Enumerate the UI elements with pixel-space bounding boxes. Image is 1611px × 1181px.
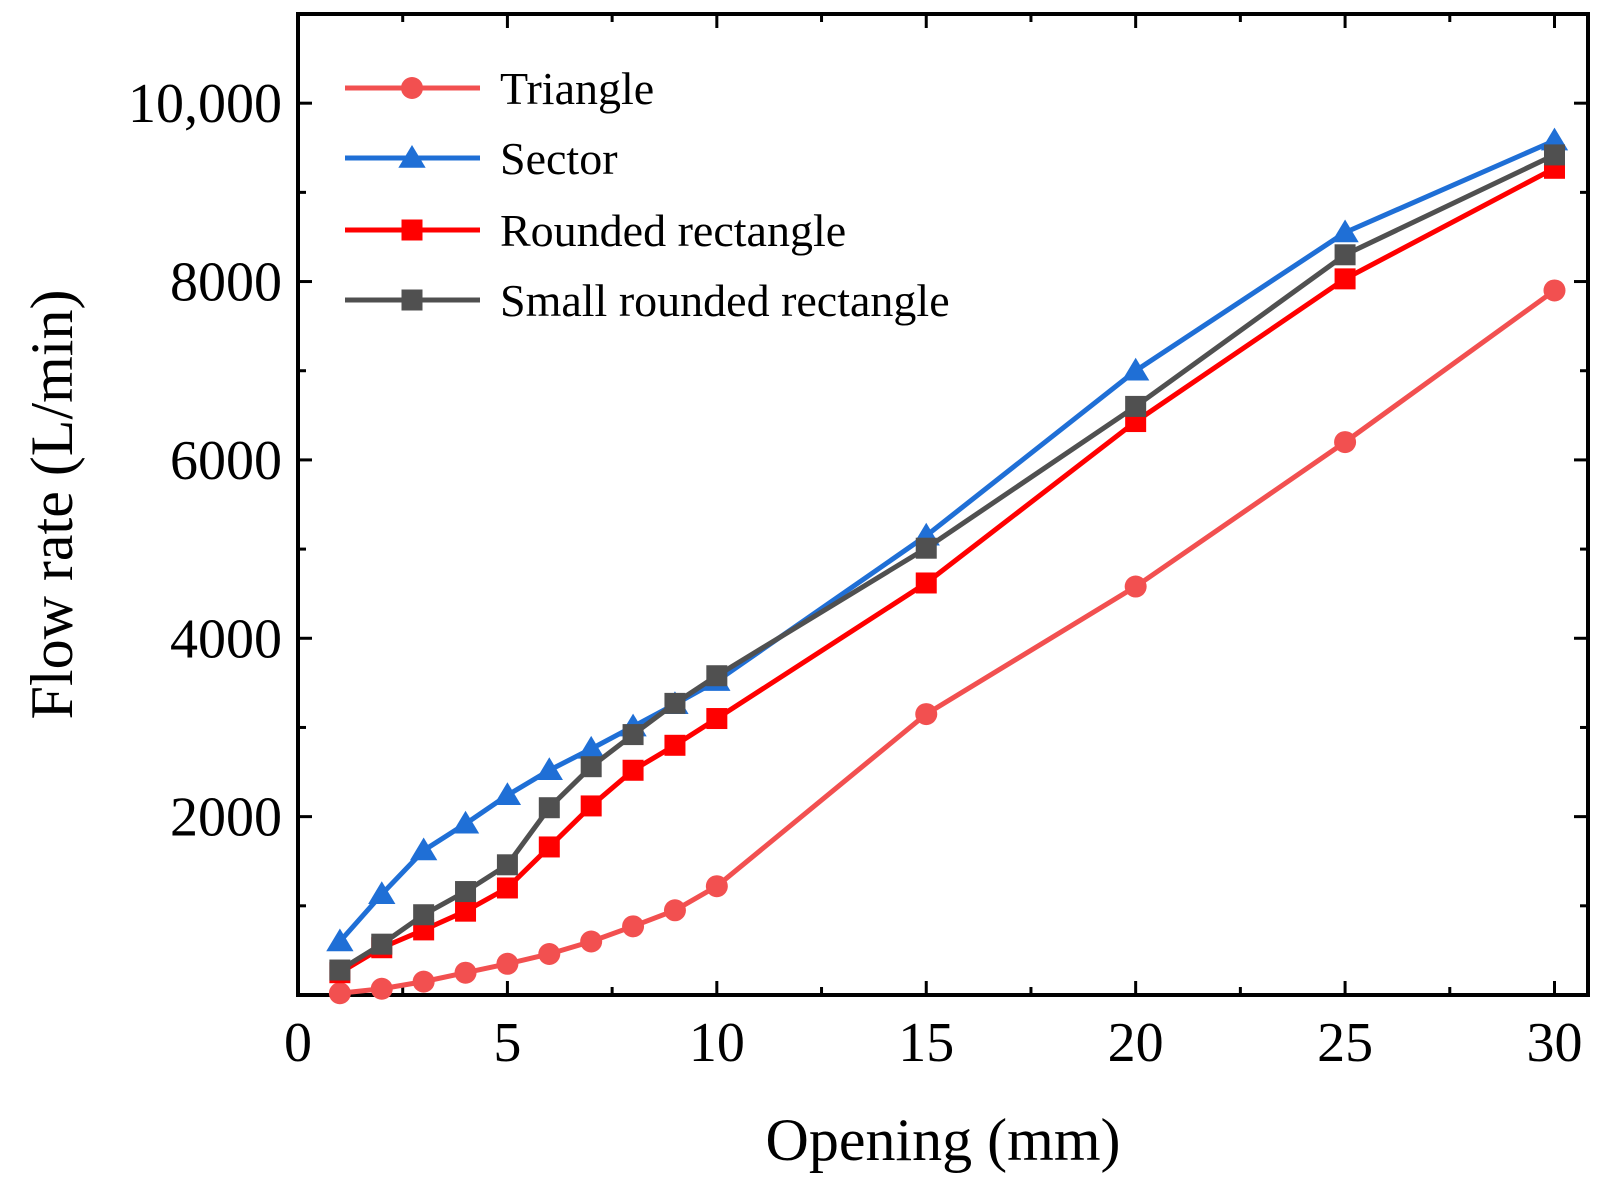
data-point-triangle bbox=[1543, 279, 1566, 302]
data-point-small-rounded-rectangle bbox=[538, 797, 560, 819]
x-tick-label: 5 bbox=[493, 1012, 521, 1074]
legend-label: Rounded rectangle bbox=[500, 205, 846, 256]
data-point-triangle bbox=[370, 977, 393, 1000]
axes: 0 5 10 15 20 25 30 2000 4000 6000 8000 10,000 bbox=[128, 12, 1590, 1074]
data-point-rounded-rectangle bbox=[580, 795, 602, 817]
series-small-rounded-rectangle bbox=[329, 144, 1565, 981]
data-point-sector bbox=[368, 881, 396, 904]
y-tick-label: 8000 bbox=[170, 252, 282, 314]
data-point-small-rounded-rectangle bbox=[455, 881, 477, 903]
x-tick-label: 25 bbox=[1317, 1012, 1373, 1074]
data-point-small-rounded-rectangle bbox=[1125, 395, 1147, 417]
data-point-small-rounded-rectangle bbox=[706, 665, 728, 687]
x-tick-label: 0 bbox=[284, 1012, 312, 1074]
legend-label: Sector bbox=[500, 133, 618, 184]
legend-marker bbox=[401, 77, 423, 99]
data-point-small-rounded-rectangle bbox=[1334, 244, 1356, 266]
data-point-small-rounded-rectangle bbox=[1543, 144, 1565, 166]
series-layer bbox=[326, 127, 1569, 1005]
data-point-rounded-rectangle bbox=[664, 734, 686, 756]
data-point-triangle bbox=[496, 952, 519, 975]
x-tick-label: 30 bbox=[1526, 1012, 1582, 1074]
data-point-sector bbox=[326, 928, 354, 952]
series-line-sector bbox=[338, 138, 1556, 944]
data-point-triangle bbox=[622, 915, 645, 938]
legend-item-small-rounded-rectangle: Small rounded rectangle bbox=[345, 275, 950, 326]
data-point-rounded-rectangle bbox=[915, 572, 937, 594]
data-point-triangle bbox=[454, 961, 477, 984]
data-point-rounded-rectangle bbox=[538, 836, 560, 858]
data-point-sector bbox=[535, 757, 563, 781]
data-point-triangle bbox=[328, 982, 351, 1005]
data-point-small-rounded-rectangle bbox=[622, 724, 644, 746]
data-point-triangle bbox=[580, 930, 603, 953]
x-tick-label: 15 bbox=[898, 1012, 954, 1074]
x-tick-label: 10 bbox=[689, 1012, 745, 1074]
data-point-sector bbox=[493, 782, 522, 805]
x-axis-title: Opening (mm) bbox=[766, 1107, 1121, 1173]
data-point-small-rounded-rectangle bbox=[371, 933, 393, 955]
data-point-sector bbox=[1122, 357, 1150, 381]
data-point-rounded-rectangle bbox=[706, 708, 728, 730]
data-point-triangle bbox=[538, 942, 561, 965]
data-point-triangle bbox=[1334, 431, 1357, 454]
data-point-triangle bbox=[412, 970, 435, 993]
y-axis-title: Flow rate (L/min) bbox=[19, 290, 85, 720]
plot-frame bbox=[296, 12, 1590, 997]
legend-marker bbox=[398, 145, 426, 168]
legend-marker bbox=[401, 289, 423, 311]
data-point-triangle bbox=[663, 899, 686, 922]
data-point-rounded-rectangle bbox=[496, 877, 518, 899]
legend-item-rounded-rectangle: Rounded rectangle bbox=[345, 205, 846, 256]
series-sector bbox=[326, 127, 1569, 952]
data-point-small-rounded-rectangle bbox=[580, 756, 602, 778]
data-point-rounded-rectangle bbox=[455, 900, 477, 922]
data-point-triangle bbox=[1124, 575, 1147, 598]
data-point-rounded-rectangle bbox=[622, 759, 644, 781]
data-point-triangle bbox=[705, 875, 728, 898]
y-tick-label: 6000 bbox=[170, 430, 282, 492]
legend-item-triangle: Triangle bbox=[345, 63, 654, 114]
data-point-small-rounded-rectangle bbox=[915, 537, 937, 559]
y-tick-label: 10,000 bbox=[128, 73, 282, 135]
data-point-sector bbox=[577, 735, 605, 759]
data-point-small-rounded-rectangle bbox=[496, 854, 518, 876]
series-line-triangle bbox=[339, 288, 1556, 996]
data-point-sector bbox=[409, 837, 438, 861]
data-point-small-rounded-rectangle bbox=[413, 904, 435, 926]
data-point-sector bbox=[451, 810, 480, 834]
data-point-rounded-rectangle bbox=[1334, 268, 1356, 290]
legend: Triangle Sector Rounded rectangle Small rou… bbox=[345, 63, 950, 326]
data-point-sector bbox=[1331, 219, 1359, 243]
y-tick-label: 2000 bbox=[170, 787, 282, 849]
legend-item-sector: Sector bbox=[345, 133, 618, 184]
legend-marker bbox=[401, 219, 423, 241]
y-tick-label: 4000 bbox=[170, 608, 282, 670]
x-tick-label: 20 bbox=[1108, 1012, 1164, 1074]
data-point-triangle bbox=[915, 703, 938, 726]
series-triangle bbox=[328, 279, 1566, 1005]
legend-label: Triangle bbox=[500, 63, 654, 114]
data-point-small-rounded-rectangle bbox=[664, 692, 686, 714]
legend-label: Small rounded rectangle bbox=[500, 275, 950, 326]
data-point-small-rounded-rectangle bbox=[329, 959, 351, 981]
